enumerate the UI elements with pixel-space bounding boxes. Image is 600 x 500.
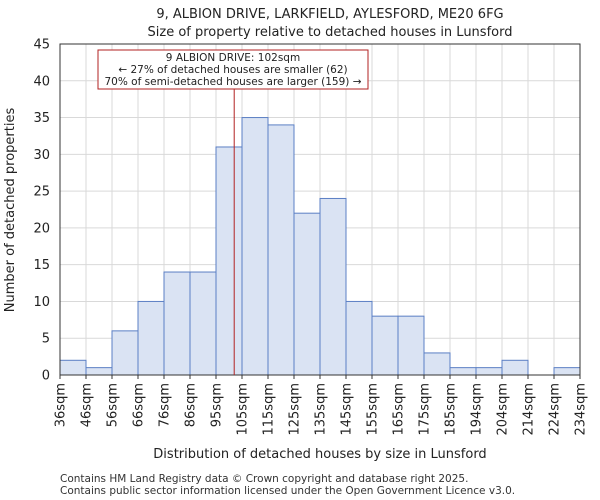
y-tick-label: 35 [33, 111, 50, 126]
bar-36sqm [59, 359, 87, 376]
x-tick-label: 234sqm [574, 383, 589, 436]
bar-165sqm [397, 315, 425, 376]
bar-175sqm [423, 352, 451, 376]
y-tick-label: 25 [33, 185, 50, 200]
x-tick-label: 145sqm [340, 383, 355, 436]
chart-title: 9, ALBION DRIVE, LARKFIELD, AYLESFORD, M… [156, 7, 503, 22]
bar-105sqm [241, 117, 269, 376]
x-tick-label: 56sqm [106, 383, 121, 427]
x-tick-label: 135sqm [314, 383, 329, 436]
x-tick-label: 224sqm [548, 383, 563, 436]
annotation-line-2: ← 27% of detached houses are smaller (62… [118, 64, 347, 76]
x-tick-label: 36sqm [54, 383, 69, 427]
y-tick-label: 45 [33, 38, 50, 53]
x-tick-label: 175sqm [418, 383, 433, 436]
x-tick-label: 185sqm [444, 383, 459, 436]
bar-56sqm [111, 330, 139, 376]
y-tick-label: 30 [33, 148, 50, 163]
y-tick-label: 20 [33, 221, 50, 236]
y-axis-ticks: 0 5 10 15 20 25 30 35 40 45 [33, 38, 50, 384]
x-tick-label: 105sqm [236, 383, 251, 436]
bar-155sqm [371, 315, 399, 376]
bar-135sqm [319, 197, 347, 376]
x-tick-label: 66sqm [132, 383, 147, 427]
y-tick-label: 5 [42, 332, 50, 347]
bar-224sqm [553, 367, 581, 376]
x-axis-ticks: 36sqm 46sqm 56sqm 66sqm 76sqm 86sqm 95sqm 105sq… [54, 375, 589, 436]
bars [59, 117, 581, 376]
y-tick-label: 15 [33, 258, 50, 273]
x-axis-label: Distribution of detached houses by size … [153, 447, 486, 462]
y-tick-label: 40 [33, 74, 50, 89]
annotation-frame [97, 49, 369, 90]
x-tick-label: 125sqm [288, 383, 303, 436]
bar-95sqm [215, 146, 243, 376]
x-tick-label: 204sqm [496, 383, 511, 436]
bar-125sqm [293, 212, 321, 376]
bar-46sqm [85, 367, 113, 376]
y-axis-label: Number of detached properties [3, 108, 18, 313]
x-tick-label: 155sqm [366, 383, 381, 436]
x-tick-label: 95sqm [210, 383, 225, 427]
bar-204sqm [501, 359, 529, 376]
annotation-line-1: 9 ALBION DRIVE: 102sqm [166, 52, 300, 64]
y-tick-label: 0 [42, 369, 50, 384]
x-tick-label: 76sqm [158, 383, 173, 427]
x-tick-label: 214sqm [522, 383, 537, 436]
x-tick-label: 165sqm [392, 383, 407, 436]
bar-185sqm [449, 367, 477, 376]
x-tick-label: 115sqm [262, 383, 277, 436]
y-tick-label: 10 [33, 295, 50, 310]
bar-86sqm [189, 271, 217, 376]
footer-line-1: Contains HM Land Registry data © Crown c… [60, 473, 468, 485]
bar-76sqm [163, 271, 191, 376]
x-tick-label: 86sqm [184, 383, 199, 427]
x-tick-label: 46sqm [80, 383, 95, 427]
footer-line-2: Contains public sector information licen… [60, 485, 515, 497]
x-tick-label: 194sqm [470, 383, 485, 436]
annotation-box: 9 ALBION DRIVE: 102sqm ← 27% of detached… [97, 49, 369, 90]
bar-115sqm [267, 124, 295, 376]
chart-subtitle: Size of property relative to detached ho… [148, 25, 513, 40]
bar-66sqm [137, 300, 165, 376]
bar-145sqm [345, 300, 373, 376]
bar-194sqm [475, 367, 503, 376]
annotation-line-3: 70% of semi-detached houses are larger (… [105, 76, 362, 88]
